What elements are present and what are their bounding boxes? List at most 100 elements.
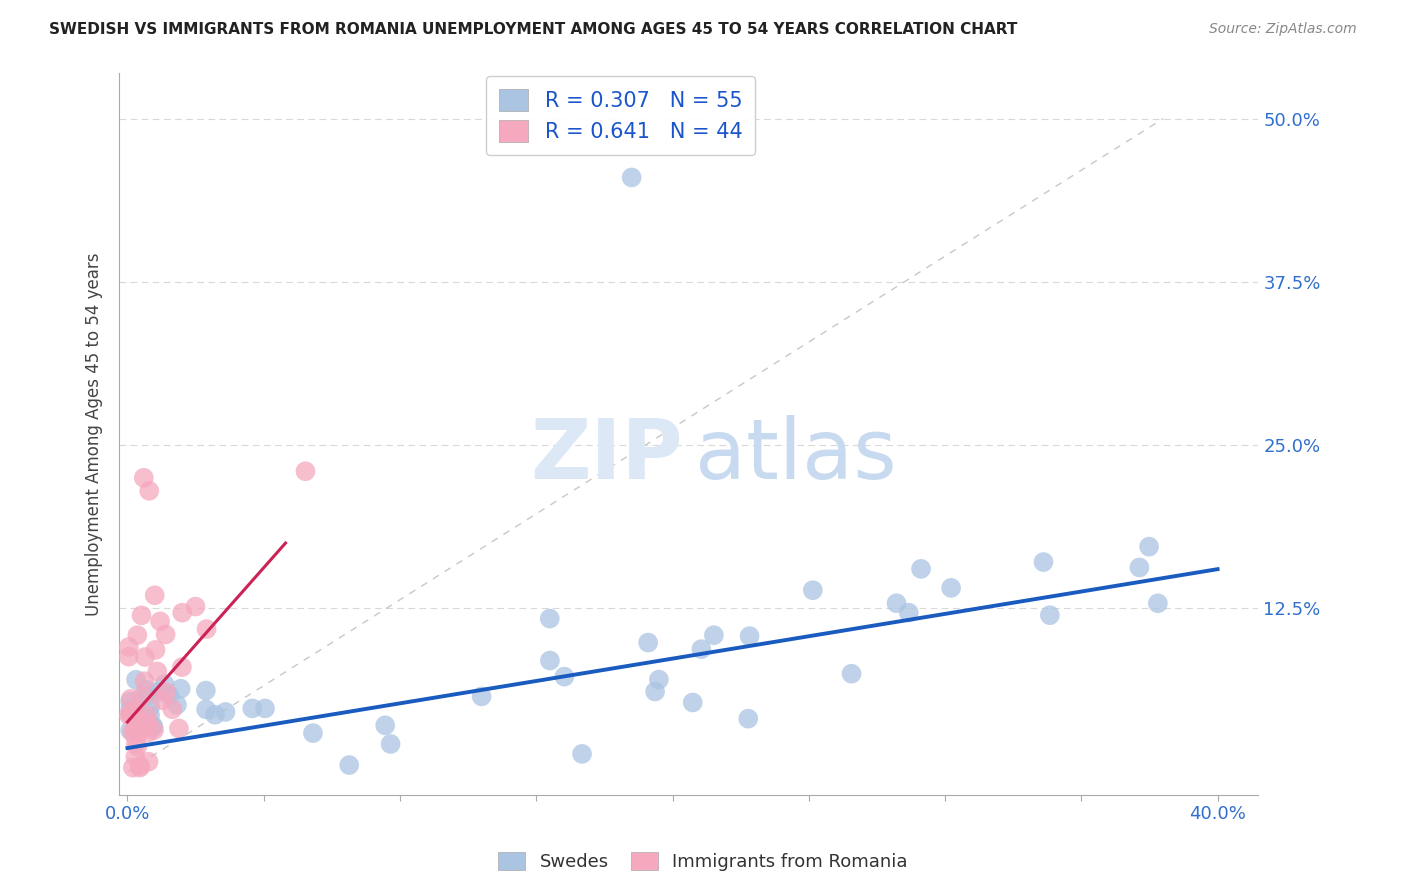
Point xyxy=(155,627,177,641)
Point xyxy=(153,677,176,691)
Point xyxy=(138,755,160,769)
Point xyxy=(136,689,159,703)
Point xyxy=(184,599,207,614)
Point xyxy=(139,708,162,723)
Point xyxy=(254,701,277,715)
Point xyxy=(143,723,166,738)
Point xyxy=(841,666,863,681)
Point xyxy=(302,726,325,740)
Point xyxy=(129,759,152,773)
Point xyxy=(132,471,155,485)
Point xyxy=(620,170,643,185)
Point xyxy=(195,702,218,716)
Text: SWEDISH VS IMMIGRANTS FROM ROMANIA UNEMPLOYMENT AMONG AGES 45 TO 54 YEARS CORREL: SWEDISH VS IMMIGRANTS FROM ROMANIA UNEMP… xyxy=(49,22,1018,37)
Point xyxy=(737,712,759,726)
Point xyxy=(128,714,150,728)
Point xyxy=(122,722,145,736)
Point xyxy=(162,702,184,716)
Point xyxy=(120,706,142,721)
Point xyxy=(132,711,155,725)
Point xyxy=(682,696,704,710)
Legend: Swedes, Immigrants from Romania: Swedes, Immigrants from Romania xyxy=(491,845,915,879)
Point xyxy=(120,707,142,722)
Point xyxy=(1128,560,1150,574)
Point xyxy=(121,761,143,775)
Point xyxy=(120,691,142,706)
Point xyxy=(135,708,157,723)
Point xyxy=(118,708,141,723)
Point xyxy=(124,749,146,764)
Point xyxy=(125,736,148,750)
Text: Source: ZipAtlas.com: Source: ZipAtlas.com xyxy=(1209,22,1357,37)
Point xyxy=(134,674,156,689)
Point xyxy=(146,685,169,699)
Point xyxy=(127,723,149,738)
Point xyxy=(172,606,194,620)
Point xyxy=(538,654,561,668)
Point xyxy=(380,737,402,751)
Legend: R = 0.307   N = 55, R = 0.641   N = 44: R = 0.307 N = 55, R = 0.641 N = 44 xyxy=(486,76,755,155)
Point xyxy=(118,649,141,664)
Point xyxy=(170,660,193,674)
Point xyxy=(142,720,165,734)
Point xyxy=(240,701,263,715)
Point xyxy=(294,464,316,478)
Point xyxy=(145,643,167,657)
Point xyxy=(120,723,142,738)
Text: ZIP: ZIP xyxy=(530,415,683,496)
Point xyxy=(690,642,713,657)
Point xyxy=(142,718,165,732)
Point xyxy=(127,700,149,714)
Point xyxy=(738,629,761,643)
Point xyxy=(337,758,360,772)
Point xyxy=(143,588,166,602)
Point xyxy=(135,682,157,697)
Y-axis label: Unemployment Among Ages 45 to 54 years: Unemployment Among Ages 45 to 54 years xyxy=(86,252,103,615)
Point xyxy=(1032,555,1054,569)
Point xyxy=(637,635,659,649)
Point xyxy=(134,650,156,665)
Point xyxy=(553,670,575,684)
Point xyxy=(136,716,159,731)
Point xyxy=(801,583,824,598)
Text: atlas: atlas xyxy=(695,415,896,496)
Point xyxy=(194,683,217,698)
Point xyxy=(121,705,143,719)
Point xyxy=(167,722,190,736)
Point xyxy=(159,688,181,702)
Point xyxy=(131,608,153,623)
Point xyxy=(139,699,162,714)
Point xyxy=(1137,540,1160,554)
Point xyxy=(703,628,725,642)
Point xyxy=(138,725,160,739)
Point xyxy=(195,622,218,636)
Point xyxy=(170,681,193,696)
Point xyxy=(127,739,149,754)
Point xyxy=(155,685,177,699)
Point xyxy=(125,709,148,723)
Point xyxy=(138,483,160,498)
Point xyxy=(648,673,671,687)
Point xyxy=(939,581,962,595)
Point xyxy=(886,596,908,610)
Point xyxy=(146,665,169,679)
Point xyxy=(166,698,188,712)
Point xyxy=(125,673,148,687)
Point xyxy=(644,684,666,698)
Point xyxy=(127,628,149,642)
Point xyxy=(150,693,173,707)
Point xyxy=(214,705,236,719)
Point xyxy=(1039,608,1062,623)
Point xyxy=(120,694,142,708)
Point xyxy=(128,725,150,739)
Point xyxy=(538,611,561,625)
Point xyxy=(571,747,593,761)
Point xyxy=(1147,596,1170,610)
Point xyxy=(204,707,226,722)
Point xyxy=(120,702,142,716)
Point xyxy=(131,690,153,704)
Point xyxy=(897,606,920,620)
Point xyxy=(471,690,494,704)
Point xyxy=(149,615,172,629)
Point xyxy=(374,718,396,732)
